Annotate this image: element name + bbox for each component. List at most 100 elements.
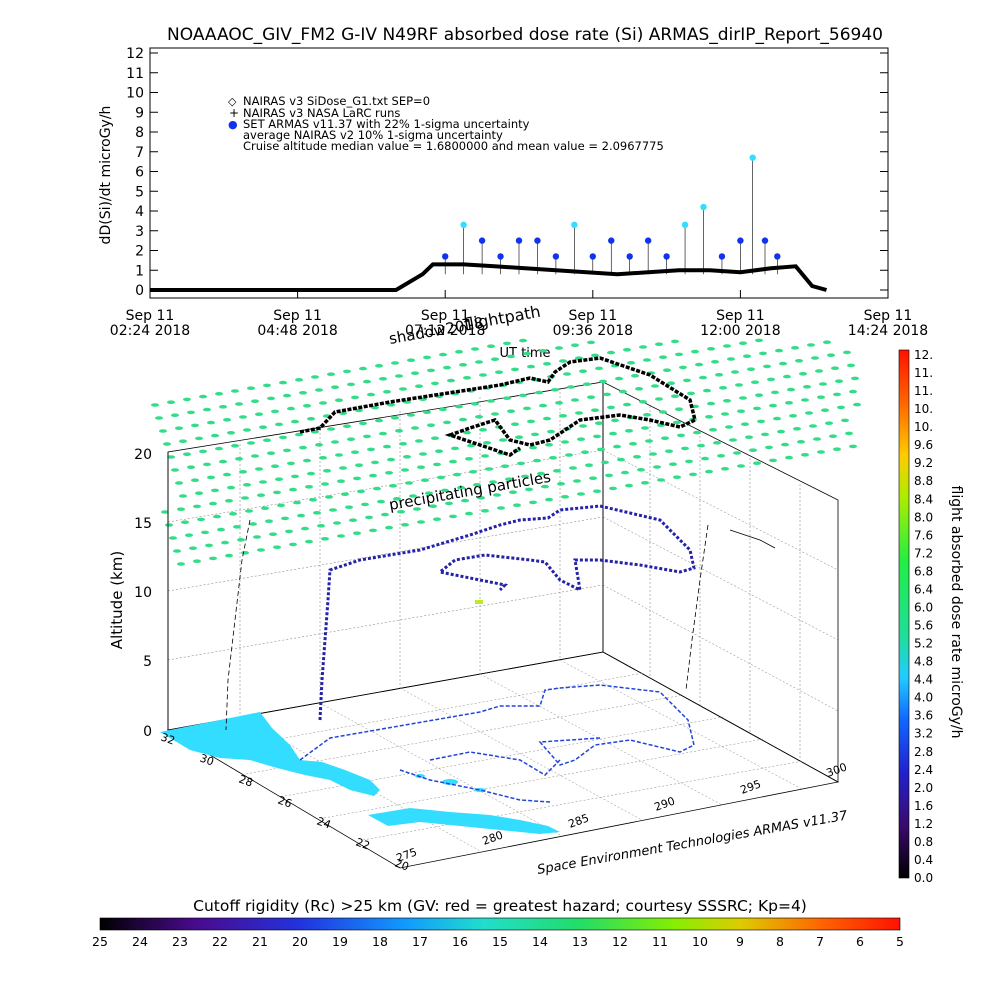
precip-mark	[355, 463, 363, 468]
dose-colorbar-tick-label: 8.4	[914, 492, 933, 506]
precip-mark	[845, 431, 853, 436]
lat-tick-label: 24	[315, 815, 333, 832]
precip-mark	[263, 383, 271, 388]
dose-colorbar-tick-label: 3.6	[914, 709, 933, 723]
dose-colorbar-tick-label: 0.4	[914, 853, 933, 867]
cutoff-tick-label: 18	[372, 934, 388, 949]
precip-mark	[571, 398, 579, 402]
top-y-tick-label: 1	[135, 263, 144, 279]
armas-point	[749, 154, 756, 161]
precip-mark	[275, 422, 283, 427]
precip-mark	[203, 407, 211, 412]
dose-colorbar-tick-label: 10.	[914, 402, 933, 416]
precipitating-particles	[151, 338, 861, 566]
top-y-tick-label: 9	[135, 105, 144, 121]
precip-mark	[507, 409, 515, 414]
precip-mark	[459, 417, 467, 422]
precip-mark	[525, 487, 533, 492]
precip-mark	[447, 378, 455, 383]
precip-mark	[753, 461, 761, 466]
precip-mark	[215, 446, 223, 451]
top-x-tick-time: 02:24 2018	[110, 323, 190, 339]
precip-mark	[689, 472, 697, 477]
precip-mark	[707, 401, 715, 406]
precip-mark	[197, 517, 205, 522]
precip-mark	[605, 473, 613, 478]
precip-mark	[625, 483, 633, 488]
cutoff-tick-label: 12	[612, 934, 628, 949]
precip-mark	[503, 341, 511, 346]
cutoff-tick-label: 9	[736, 934, 744, 949]
precip-mark	[363, 379, 371, 384]
armas-point	[644, 237, 652, 244]
precip-mark	[319, 456, 327, 460]
precip-mark	[483, 441, 491, 445]
precip-mark	[597, 447, 605, 452]
dose-colorbar-tick-label: 0.0	[914, 871, 933, 885]
legend-text-3: SET ARMAS v11.37 with 22% 1-sigma uncert…	[243, 117, 530, 131]
precip-mark	[799, 372, 807, 376]
precip-mark	[379, 431, 387, 436]
precip-mark	[263, 438, 271, 443]
precip-mark	[245, 509, 253, 513]
precip-mark	[589, 476, 597, 481]
precip-mark	[515, 435, 523, 440]
top-x-tick-date: Sep 11	[273, 308, 322, 324]
precip-mark	[487, 399, 495, 403]
precip-mark	[607, 405, 615, 410]
precip-mark	[305, 539, 313, 544]
lon-tick-label: 295	[739, 777, 763, 796]
precip-mark	[161, 510, 169, 514]
cutoff-tick-label: 10	[692, 934, 708, 949]
precip-mark	[165, 523, 173, 527]
armas-point	[534, 237, 541, 244]
precip-mark	[407, 413, 415, 417]
precip-mark	[169, 536, 177, 540]
dose-colorbar-tick-label: 2.8	[914, 745, 933, 759]
precip-mark	[535, 390, 543, 395]
precip-mark	[379, 377, 387, 381]
precip-mark	[763, 364, 771, 369]
precip-mark	[255, 467, 263, 471]
dose-colorbar-tick-label: 2.0	[914, 781, 933, 795]
precip-mark	[523, 406, 531, 411]
precip-mark	[237, 538, 245, 542]
precip-mark	[151, 403, 159, 407]
dose-colorbar-tick-label: 6.0	[914, 600, 933, 614]
precip-mark	[609, 431, 617, 436]
precip-mark	[513, 503, 521, 508]
cutoff-tick-label: 7	[816, 934, 824, 949]
precip-mark	[611, 418, 619, 423]
precip-mark	[819, 382, 827, 386]
precip-mark	[261, 506, 269, 511]
precip-mark	[769, 403, 777, 408]
precip-mark	[249, 522, 257, 526]
cutoff-tick-label: 17	[412, 934, 428, 949]
armas-point	[478, 237, 486, 244]
precip-mark	[233, 525, 241, 529]
precip-mark	[395, 374, 403, 378]
precip-mark	[401, 523, 409, 527]
precip-mark	[637, 468, 645, 472]
precip-mark	[741, 422, 749, 427]
precip-mark	[267, 451, 275, 456]
precip-mark	[385, 471, 393, 475]
cutoff-bar: Cutoff rigidity (Rc) >25 km (GV: red = g…	[92, 897, 904, 949]
precip-mark	[295, 432, 303, 437]
precip-mark	[747, 367, 755, 372]
dose-colorbar-tick-label: 0.8	[914, 835, 933, 849]
precip-mark	[669, 462, 677, 467]
cutoff-tick-label: 5	[896, 934, 904, 949]
precip-mark	[843, 350, 851, 355]
precip-mark	[425, 491, 433, 496]
precip-mark	[363, 434, 371, 439]
precip-mark	[253, 535, 261, 539]
dose-colorbar-tick-label: 3.2	[914, 727, 933, 741]
precip-mark	[273, 490, 281, 495]
precip-mark	[477, 496, 485, 500]
precip-mark	[325, 495, 333, 499]
precip-mark	[733, 451, 741, 455]
precip-mark	[621, 470, 629, 475]
legend-text-2: NAIRAS v3 NASA LaRC runs	[243, 106, 400, 120]
precip-mark	[219, 459, 227, 464]
